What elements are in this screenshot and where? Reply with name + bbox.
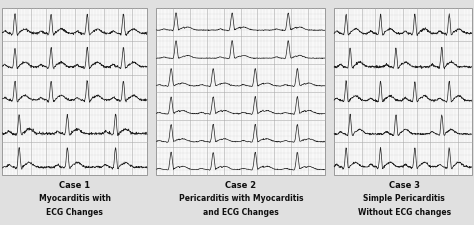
Text: Myocarditis with: Myocarditis with: [39, 194, 111, 202]
Text: Case 3: Case 3: [389, 180, 420, 189]
Text: Without ECG changes: Without ECG changes: [358, 207, 451, 216]
Text: ECG Changes: ECG Changes: [46, 207, 103, 216]
Text: and ECG Changes: and ECG Changes: [203, 207, 279, 216]
Bar: [2, 9, 147, 176]
Bar: [156, 9, 325, 176]
Text: Case 2: Case 2: [225, 180, 256, 189]
Text: Case 1: Case 1: [59, 180, 91, 189]
Bar: [334, 9, 472, 176]
Text: Pericarditis with Myocarditis: Pericarditis with Myocarditis: [179, 194, 303, 202]
Text: Simple Pericarditis: Simple Pericarditis: [364, 194, 445, 202]
